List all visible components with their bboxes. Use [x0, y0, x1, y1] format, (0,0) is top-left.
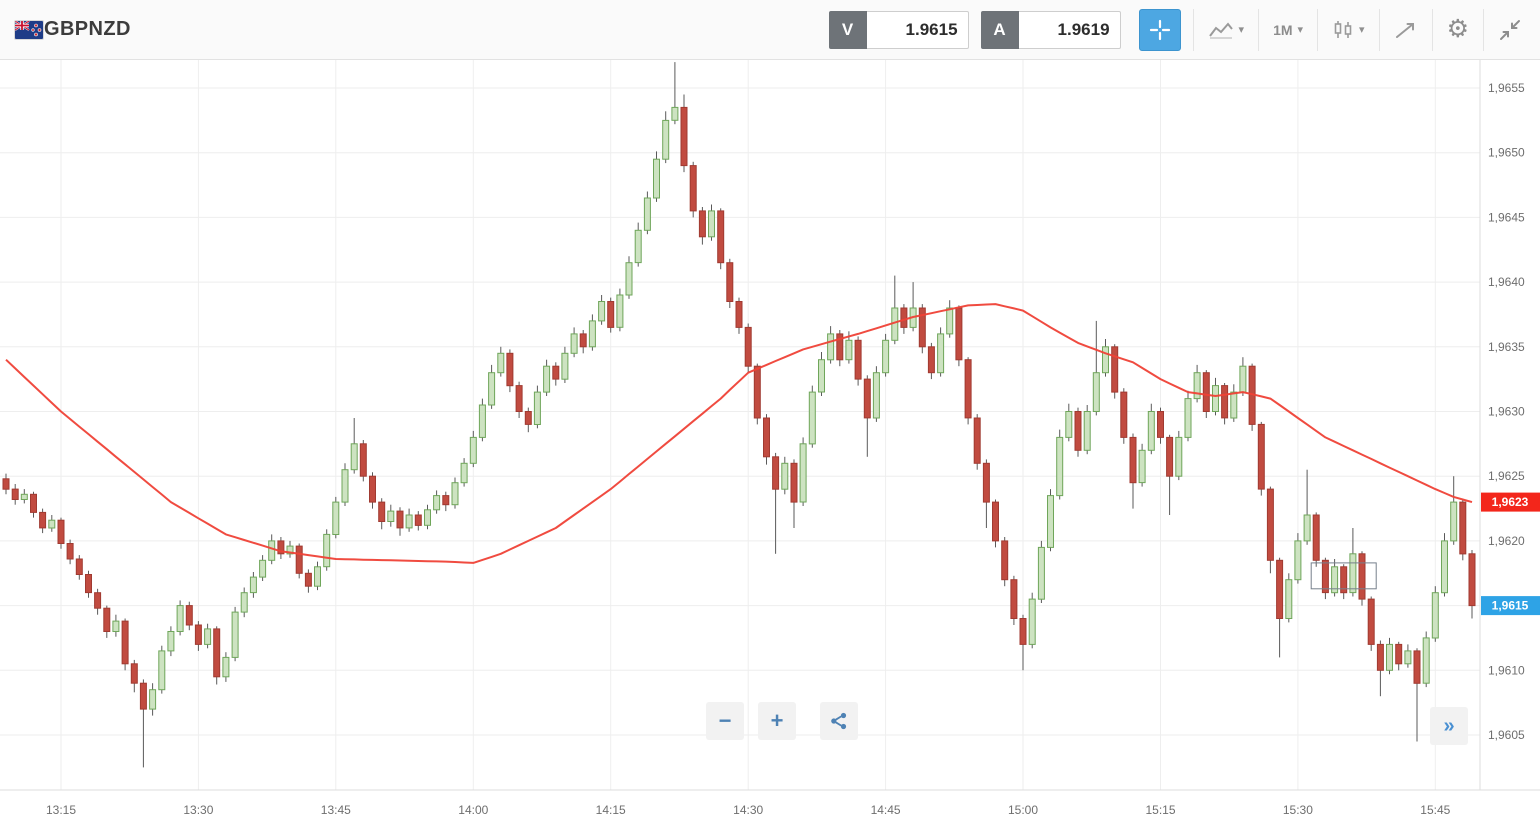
chevron-down-icon: ▾	[1297, 24, 1304, 36]
svg-text:13:45: 13:45	[321, 803, 351, 817]
svg-text:15:15: 15:15	[1145, 803, 1175, 817]
svg-text:1,9645: 1,9645	[1488, 210, 1525, 224]
buy-price[interactable]: 1.9619	[1018, 10, 1121, 49]
time-axis[interactable]: 13:15 13:30 13:45 14:00 14:15 14:30 14:45 15:00…	[46, 803, 1451, 817]
svg-text:1,9625: 1,9625	[1488, 469, 1525, 483]
toolbar-separator	[1483, 8, 1484, 51]
svg-text:1,9605: 1,9605	[1488, 728, 1525, 742]
collapse-arrows-icon	[1498, 18, 1522, 42]
candlestick-chart[interactable]: 1,9655 1,9650 1,9645 1,9640 1,9635 1,9630 1,96…	[0, 60, 1540, 824]
sell-letter-badge[interactable]: V	[828, 10, 867, 49]
collapse-button[interactable]	[1496, 14, 1524, 46]
y-grid	[0, 87, 1480, 736]
svg-text:1,9635: 1,9635	[1488, 340, 1525, 354]
svg-text:14:30: 14:30	[733, 803, 763, 817]
zoom-controls: − +	[706, 702, 858, 740]
gear-icon: ⚙	[1446, 15, 1469, 43]
interval-dropdown[interactable]: 1M ▾	[1271, 18, 1305, 42]
ma-price-badge: 1,9623	[1481, 492, 1540, 512]
svg-text:1,9630: 1,9630	[1488, 405, 1525, 419]
svg-text:1,9610: 1,9610	[1488, 663, 1525, 677]
zoom-out-button[interactable]: −	[706, 702, 744, 740]
price-axis[interactable]: 1,9655 1,9650 1,9645 1,9640 1,9635 1,9630 1,96…	[1488, 81, 1525, 742]
sell-price[interactable]: 1.9615	[866, 10, 969, 49]
candles	[2, 62, 1476, 768]
sell-button[interactable]: V 1.9615	[828, 10, 969, 49]
candlestick-icon	[1332, 19, 1354, 41]
toolbar: GBPNZD V 1.9615 A 1.9619 ▾ 1M ▾	[0, 0, 1540, 60]
x-grid	[60, 60, 1436, 790]
chevron-down-icon: ▾	[1359, 24, 1365, 36]
scroll-to-latest-button[interactable]: »	[1430, 707, 1468, 745]
crosshair-icon	[1148, 18, 1172, 42]
share-icon	[829, 711, 849, 731]
buy-letter-badge[interactable]: A	[980, 10, 1019, 49]
toolbar-separator	[1317, 8, 1319, 51]
page-title: GBPNZD	[44, 18, 131, 40]
svg-text:1,9655: 1,9655	[1488, 81, 1525, 95]
settings-button[interactable]: ⚙	[1445, 13, 1471, 46]
svg-text:14:15: 14:15	[596, 803, 626, 817]
svg-text:13:15: 13:15	[46, 803, 76, 817]
share-button[interactable]	[820, 702, 858, 740]
candle-style-button[interactable]: ▾	[1330, 15, 1367, 45]
chevron-down-icon: ▾	[1238, 24, 1245, 36]
crosshair-button[interactable]	[1138, 8, 1181, 51]
svg-text:1,9620: 1,9620	[1488, 534, 1525, 548]
svg-text:14:45: 14:45	[871, 803, 901, 817]
toolbar-separator	[1378, 8, 1380, 51]
interval-value: 1M	[1273, 21, 1293, 38]
line-chart-icon	[1208, 20, 1234, 40]
svg-text:1,9615: 1,9615	[1492, 599, 1529, 613]
svg-text:1,9640: 1,9640	[1488, 275, 1525, 289]
svg-text:15:45: 15:45	[1420, 803, 1450, 817]
svg-text:1,9650: 1,9650	[1488, 146, 1525, 160]
selection-rect	[1310, 562, 1377, 590]
svg-text:15:30: 15:30	[1283, 803, 1313, 817]
chart-area[interactable]: 1,9655 1,9650 1,9645 1,9640 1,9635 1,9630 1,96…	[0, 60, 1540, 824]
svg-text:1,9623: 1,9623	[1492, 495, 1529, 509]
zoom-in-button[interactable]: +	[758, 702, 796, 740]
toolbar-separator	[1258, 8, 1260, 51]
trendline-arrow-icon	[1394, 20, 1418, 40]
svg-text:14:00: 14:00	[458, 803, 488, 817]
last-price-badge: 1,9615	[1481, 596, 1540, 616]
moving-average-line	[5, 303, 1473, 564]
buy-button[interactable]: A 1.9619	[980, 10, 1121, 49]
chart-type-button[interactable]: ▾	[1206, 16, 1247, 44]
instrument-flag-icon	[14, 19, 44, 40]
svg-text:13:30: 13:30	[183, 803, 213, 817]
toolbar-separator	[1431, 8, 1433, 51]
svg-text:15:00: 15:00	[1008, 803, 1038, 817]
toolbar-separator	[1192, 8, 1194, 51]
indicators-button[interactable]	[1392, 16, 1420, 44]
